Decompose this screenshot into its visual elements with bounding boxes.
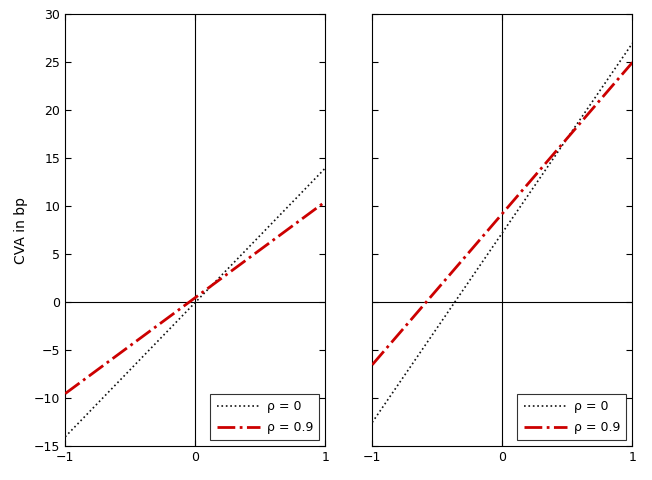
Legend: ρ = 0, ρ = 0.9: ρ = 0, ρ = 0.9 [517,394,626,440]
Legend: ρ = 0, ρ = 0.9: ρ = 0, ρ = 0.9 [211,394,319,440]
Y-axis label: CVA in bp: CVA in bp [14,197,29,264]
